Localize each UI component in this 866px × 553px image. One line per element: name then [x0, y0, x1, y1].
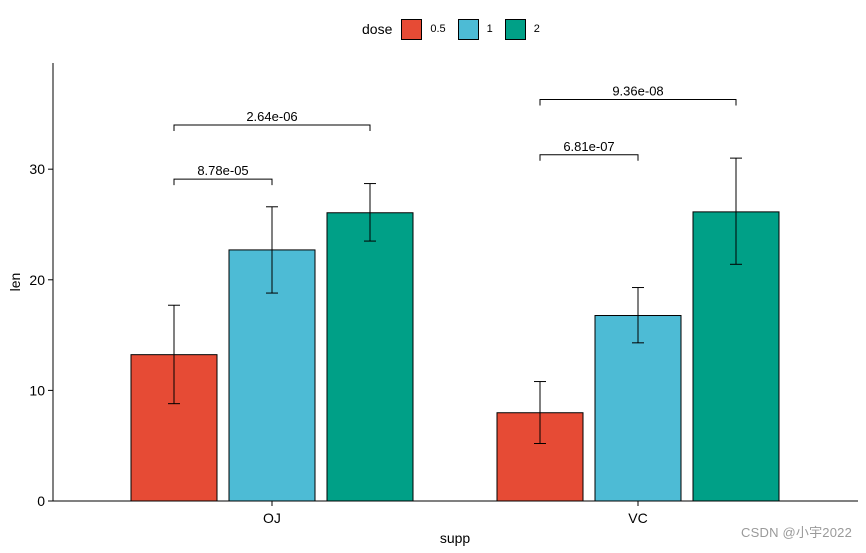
axes-layer: [52, 63, 858, 502]
legend-label-0.5: 0.5: [430, 23, 446, 35]
x-axis-title: supp: [440, 530, 471, 546]
legend-label-1: 1: [486, 23, 493, 35]
bar-VC-1: [594, 315, 682, 502]
legend-label-2: 2: [533, 23, 540, 35]
legend-item-2: 2: [504, 18, 540, 40]
y-tick-label: 0: [37, 493, 45, 509]
error-bars-layer: [168, 157, 742, 444]
y-tick-label: 10: [29, 382, 45, 398]
error-bar-VC-0.5: [534, 381, 546, 444]
error-bar-VC-1: [632, 287, 644, 344]
legend-item-0.5: 0.5: [401, 18, 446, 40]
bars-layer: [130, 211, 780, 502]
error-bar-VC-2: [730, 157, 742, 265]
p-value-label: 2.64e-06: [246, 109, 297, 124]
legend: dose 0.5 1 2: [362, 17, 552, 41]
bar-OJ-2: [326, 212, 414, 502]
p-value-label: 9.36e-08: [612, 84, 663, 99]
significance-bracket-1: 2.64e-06: [173, 109, 371, 131]
x-tick-label: VC: [628, 510, 647, 526]
legend-swatch-2: [504, 18, 526, 40]
legend-title: dose: [362, 21, 393, 37]
p-value-label: 8.78e-05: [197, 163, 248, 178]
error-bar-OJ-1: [266, 206, 278, 294]
legend-swatch-1: [457, 18, 479, 40]
error-bar-OJ-0.5: [168, 304, 180, 405]
significance-bracket-0: 8.78e-05: [173, 163, 273, 186]
significance-layer: 8.78e-05 2.64e-06 6.81e-07 9.36e-08: [173, 84, 737, 186]
legend-swatch-0.5: [401, 18, 423, 40]
y-axis-title: len: [7, 273, 23, 292]
error-bar-OJ-2: [364, 183, 376, 242]
significance-bracket-3: 9.36e-08: [539, 84, 737, 106]
watermark: CSDN @小宇2022: [741, 525, 852, 540]
y-tick-label: 20: [29, 272, 45, 288]
x-tick-label: OJ: [263, 510, 281, 526]
p-value-label: 6.81e-07: [563, 139, 614, 154]
significance-bracket-2: 6.81e-07: [539, 139, 639, 161]
ticks-layer: 0 10 20 30 OJ VC: [29, 161, 647, 526]
y-tick-label: 30: [29, 161, 45, 177]
legend-item-1: 1: [457, 18, 493, 40]
